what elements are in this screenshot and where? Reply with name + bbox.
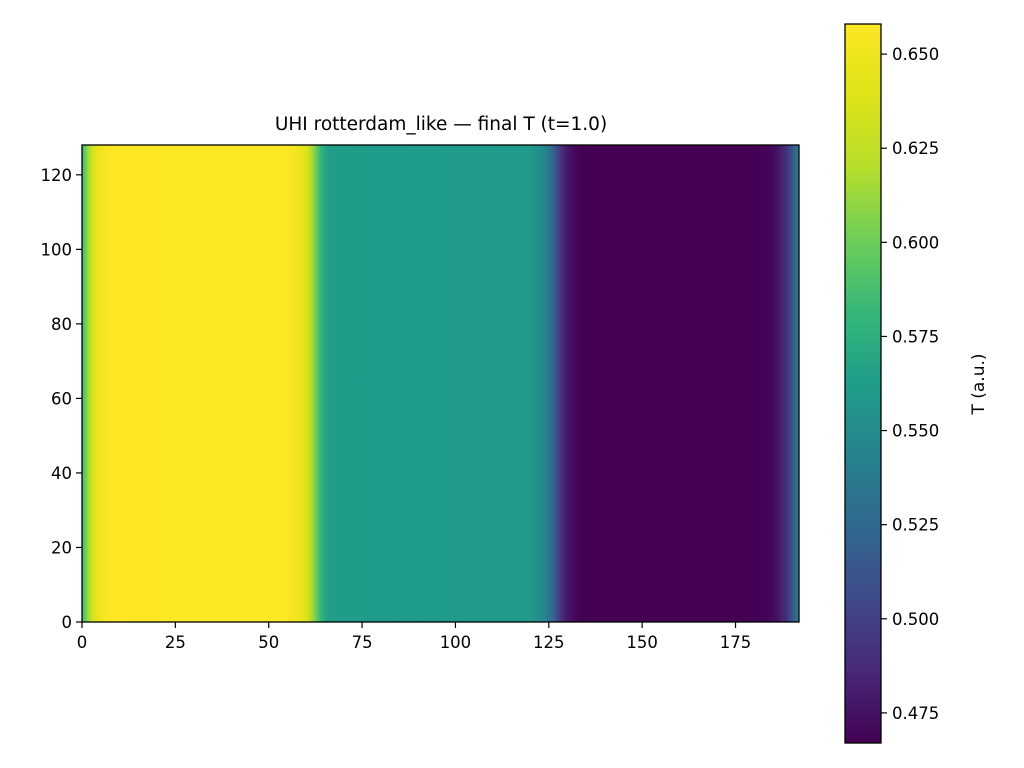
y-axis: 0 20 40 60 80 100 120 [41,166,82,632]
chart-title: UHI rotterdam_like — final T (t=1.0) [275,114,607,135]
x-tick-label: 125 [533,633,565,652]
y-tick-label: 0 [62,613,73,632]
x-tick-label: 25 [165,633,186,652]
colorbar-label: T (a.u.) [969,353,989,415]
colorbar-tick-label: 0.500 [892,610,939,629]
x-tick-label: 100 [440,633,472,652]
x-tick-label: 150 [626,633,658,652]
colorbar-image [845,24,881,743]
x-tick-label: 0 [77,633,88,652]
colorbar-tick-label: 0.600 [892,233,939,252]
heatmap-image [82,145,799,622]
colorbar-tick-label: 0.625 [892,139,939,158]
colorbar-tick-label: 0.575 [892,327,939,346]
colorbar-tick-label: 0.550 [892,422,939,441]
colorbar: 0.475 0.500 0.525 0.550 0.575 0.600 0.625 0.650… [844,23,989,744]
x-tick-label: 50 [258,633,279,652]
x-axis: 0 25 50 75 100 125 150 175 [77,622,752,652]
plot-frame [81,144,800,623]
y-tick-label: 120 [41,166,73,185]
colorbar-frame [844,23,882,744]
y-tick-label: 20 [51,538,72,557]
colorbar-tick-label: 0.650 [892,45,939,64]
colorbar-tick-label: 0.475 [892,704,939,723]
x-tick-label: 175 [720,633,752,652]
y-tick-label: 80 [51,315,72,334]
colorbar-ticks: 0.475 0.500 0.525 0.550 0.575 0.600 0.625 0.650 [881,45,939,723]
heatmap-plot-area [81,144,800,623]
y-tick-label: 40 [51,464,72,483]
x-tick-label: 75 [352,633,373,652]
y-tick-label: 60 [51,389,72,408]
colorbar-tick-label: 0.525 [892,516,939,535]
y-tick-label: 100 [41,240,73,259]
